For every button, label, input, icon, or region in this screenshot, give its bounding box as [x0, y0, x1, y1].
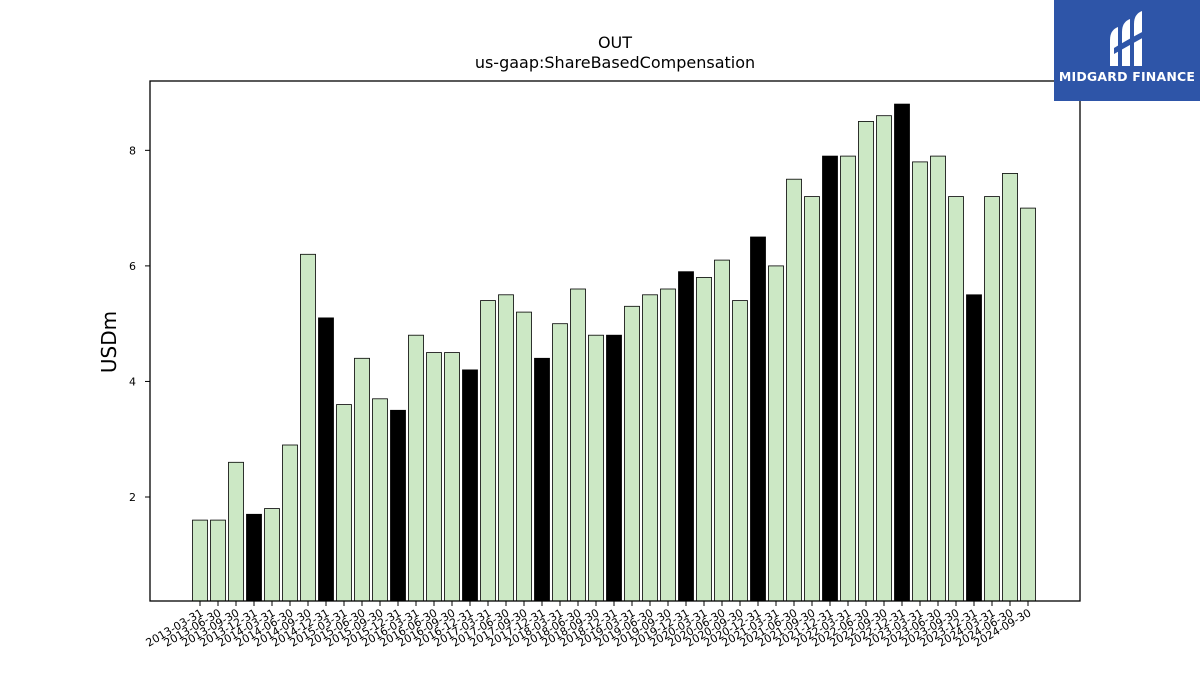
bar-2022-12-31: [894, 103, 910, 602]
bar-2015-06-30: [354, 357, 370, 602]
bar-2021-06-30: [786, 178, 802, 602]
bars-layer: [192, 103, 1036, 602]
bar-2022-03-31: [840, 155, 856, 602]
bar-2022-06-30: [858, 121, 874, 602]
bar-2014-06-30: [282, 444, 298, 602]
bar-2023-12-31: [966, 294, 982, 602]
bar-2017-09-30: [516, 311, 532, 602]
bar-2019-12-31: [678, 271, 694, 602]
bar-2017-03-31: [480, 300, 496, 602]
bar-2016-06-30: [426, 352, 442, 602]
bar-2015-03-31: [336, 404, 352, 602]
bar-2021-09-30: [804, 196, 820, 602]
bar-2016-12-31: [462, 369, 478, 602]
bar-2021-03-31: [768, 265, 784, 602]
y-tick-label: 6: [129, 260, 136, 273]
bar-2018-06-30: [570, 288, 586, 602]
bar-2019-06-30: [642, 294, 658, 602]
bar-2018-03-31: [552, 323, 568, 602]
bar-2024-03-31: [984, 196, 1000, 602]
plot-frame: [149, 80, 1081, 602]
y-tick-label: 4: [129, 375, 136, 388]
bar-2020-03-31: [696, 276, 712, 602]
bar-2017-12-31: [534, 357, 550, 602]
bar-2015-09-30: [372, 398, 388, 602]
bar-2019-09-30: [660, 288, 676, 602]
bar-2013-06-30: [210, 519, 226, 602]
bar-2014-09-30: [300, 253, 316, 602]
midgard-finance-logo: MIDGARD FINANCE: [1054, 0, 1200, 101]
bar-2020-06-30: [714, 259, 730, 602]
bar-2023-03-31: [912, 161, 928, 602]
bar-2014-03-31: [264, 508, 280, 602]
bar-2022-09-30: [876, 115, 892, 602]
bar-2023-06-30: [930, 155, 946, 602]
x-ticks-layer: 2013-03-312013-06-302013-09-302013-12-31…: [144, 601, 1034, 650]
bar-2018-12-31: [606, 334, 622, 602]
bar-2020-09-30: [732, 300, 748, 602]
logo-text: MIDGARD FINANCE: [1058, 69, 1196, 84]
midgard-logo-icon: [1110, 11, 1146, 66]
bar-2014-12-31: [318, 317, 334, 602]
bar-2024-09-30: [1020, 207, 1036, 602]
bar-2016-09-30: [444, 352, 460, 602]
bar-2013-09-30: [228, 461, 244, 602]
bar-2013-12-31: [246, 513, 262, 602]
bar-2024-06-30: [1002, 172, 1018, 602]
bar-2019-03-31: [624, 305, 640, 602]
bar-2023-09-30: [948, 196, 964, 602]
y-tick-label: 8: [129, 144, 136, 157]
bar-2020-12-31: [750, 236, 766, 602]
bar-2013-03-31: [192, 519, 208, 602]
chart-subtitle: us-gaap:ShareBasedCompensation: [475, 53, 755, 72]
chart-title: OUT: [598, 33, 632, 52]
bar-2015-12-31: [390, 409, 406, 602]
y-tick-label: 2: [129, 491, 136, 504]
y-ticks-layer: 2 4 6 8: [129, 144, 150, 504]
bar-2016-03-31: [408, 334, 424, 602]
bar-2017-06-30: [498, 294, 514, 602]
y-axis-label: USDm: [97, 311, 121, 373]
bar-2018-09-30: [588, 334, 604, 602]
bar-2021-12-31: [822, 155, 838, 602]
